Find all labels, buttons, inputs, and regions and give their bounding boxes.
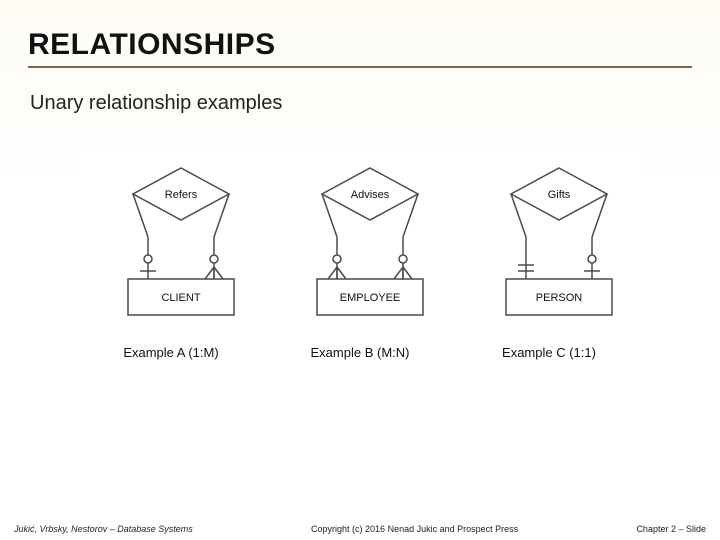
- svg-text:EMPLOYEE: EMPLOYEE: [340, 292, 401, 304]
- er-diagram-b: Advises EMPLOYEE: [275, 159, 445, 329]
- subtitle: Unary relationship examples: [30, 92, 692, 115]
- page-title: RELATIONSHIPS: [28, 28, 692, 62]
- diagram-container: Refers CLIENT Example A (1:M) Advises EMPL…: [80, 149, 640, 378]
- er-diagram-a: Refers CLIENT: [86, 159, 256, 329]
- svg-text:CLIENT: CLIENT: [161, 292, 200, 304]
- footer-center: Copyright (c) 2016 Nenad Jukic and Prosp…: [311, 524, 518, 534]
- example-a: Refers CLIENT Example A (1:M): [86, 159, 256, 360]
- footer-left: Jukić, Vrbsky, Nestorov – Database Syste…: [14, 524, 193, 534]
- caption-c: Example C (1:1): [502, 345, 596, 360]
- svg-text:Gifts: Gifts: [548, 189, 571, 201]
- svg-text:Refers: Refers: [165, 189, 198, 201]
- caption-a: Example A (1:M): [123, 345, 218, 360]
- slide: RELATIONSHIPS Unary relationship example…: [0, 0, 720, 540]
- title-row: RELATIONSHIPS: [28, 28, 692, 68]
- svg-text:Advises: Advises: [351, 189, 390, 201]
- footer: Jukić, Vrbsky, Nestorov – Database Syste…: [0, 524, 720, 534]
- example-c: Gifts PERSON Example C (1:1): [464, 159, 634, 360]
- er-diagram-c: Gifts PERSON: [464, 159, 634, 329]
- example-b: Advises EMPLOYEE Example B (M:N): [275, 159, 445, 360]
- caption-b: Example B (M:N): [311, 345, 410, 360]
- examples-row: Refers CLIENT Example A (1:M) Advises EMPL…: [86, 159, 634, 360]
- svg-text:PERSON: PERSON: [536, 292, 583, 304]
- footer-right: Chapter 2 – Slide: [636, 524, 706, 534]
